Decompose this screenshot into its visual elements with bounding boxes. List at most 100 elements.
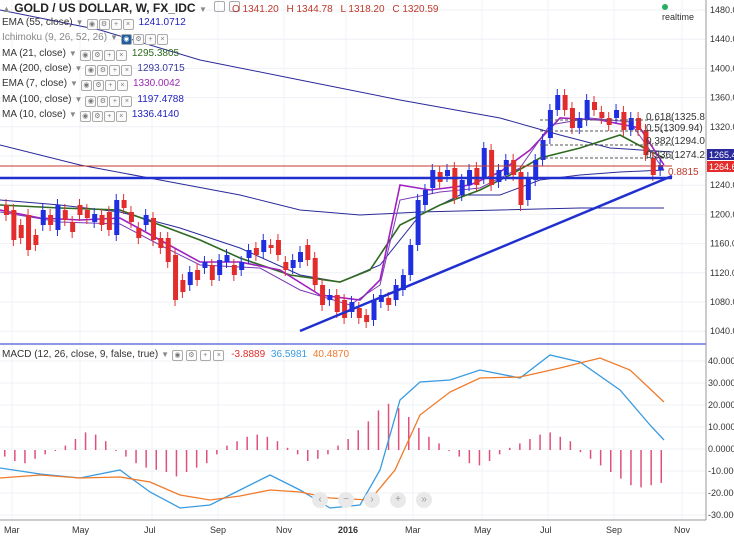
candle xyxy=(312,258,318,285)
indicator-name: MA (200, close) xyxy=(2,63,72,74)
gear-icon[interactable]: ⚙ xyxy=(92,80,104,91)
add-icon[interactable]: + xyxy=(103,111,115,122)
add-icon[interactable]: + xyxy=(109,96,121,107)
ma100-line xyxy=(0,144,664,216)
dropdown-arrow-icon[interactable]: ▼ xyxy=(110,33,118,42)
eye-icon[interactable]: ◉ xyxy=(80,80,92,91)
macd-axis-label: 10.0000 xyxy=(708,422,734,432)
macd-histogram-bar xyxy=(307,450,309,461)
dropdown-arrow-icon[interactable]: ▼ xyxy=(68,110,77,119)
price-badge-upper xyxy=(707,149,734,160)
settings-icon[interactable] xyxy=(214,1,226,12)
candle xyxy=(489,150,495,185)
close-icon[interactable]: × xyxy=(116,80,128,91)
candle xyxy=(614,110,620,118)
candle xyxy=(577,118,583,128)
close-icon[interactable]: × xyxy=(115,111,127,122)
indicator-value: 1293.0715 xyxy=(137,63,185,74)
gear-icon[interactable]: ⚙ xyxy=(97,65,109,76)
add-icon[interactable]: + xyxy=(110,19,122,30)
symbol-title[interactable]: ▲ GOLD / US DOLLAR, W, FX_IDC ▼ xyxy=(2,1,240,15)
indicator-row-ma10[interactable]: MA (10, close) ▼ ◉ ⚙ + × 1336.4140 xyxy=(2,108,179,122)
macd-histogram-bar xyxy=(478,450,481,466)
ma10-line xyxy=(0,117,665,306)
scroll-left-icon[interactable]: ‹ xyxy=(312,492,328,508)
macd-histogram-bar xyxy=(206,450,208,464)
macd-histogram-value: -3.8889 xyxy=(231,349,266,360)
dropdown-arrow-icon[interactable]: ▼ xyxy=(161,350,170,359)
add-icon[interactable]: + xyxy=(103,50,115,61)
gear-icon[interactable]: ⚙ xyxy=(97,96,109,107)
gear-icon[interactable]: ⚙ xyxy=(185,350,197,361)
candle xyxy=(378,295,384,302)
close-icon[interactable]: × xyxy=(156,34,168,45)
go-to-end-icon[interactable]: » xyxy=(416,492,432,508)
dropdown-arrow-icon[interactable]: ▼ xyxy=(70,79,78,88)
indicator-row-ema55[interactable]: EMA (55, close) ▼ ◉ ⚙ + × 1241.0712 xyxy=(2,16,186,30)
candle xyxy=(165,238,171,262)
macd-histogram-bar xyxy=(286,447,289,450)
close-icon[interactable]: × xyxy=(121,96,133,107)
close-icon[interactable]: × xyxy=(213,350,225,361)
dropdown-arrow-icon[interactable]: ▼ xyxy=(75,18,84,27)
gear-icon[interactable]: ⚙ xyxy=(91,111,103,122)
time-axis-label: May xyxy=(72,525,90,535)
eye-icon[interactable]: ◉ xyxy=(79,50,91,61)
eye-icon[interactable]: ◉ xyxy=(86,19,98,30)
close-icon[interactable]: × xyxy=(122,19,134,30)
candle xyxy=(128,212,134,222)
indicator-row-ma21[interactable]: MA (21, close) ▼ ◉ ⚙ + × 1295.3805 xyxy=(2,47,179,61)
signal-line xyxy=(0,357,665,501)
eye-icon[interactable]: ◉ xyxy=(120,34,132,45)
zoom-out-icon[interactable]: − xyxy=(338,492,354,508)
horizontal-gridlines xyxy=(0,0,706,520)
price-pane: 0.618(1325.8 0.5(1309.94) 0.382(1294.0 0… xyxy=(0,0,706,520)
zoom-in-icon[interactable]: + xyxy=(390,492,406,508)
symbol-collapse-icon[interactable]: ▲ xyxy=(2,4,11,14)
indicator-row-ichimoku[interactable]: Ichimoku (9, 26, 52, 26) ▼ ◉ ⚙ + × xyxy=(2,31,169,45)
close-icon[interactable]: × xyxy=(115,50,127,61)
gear-icon[interactable]: ⚙ xyxy=(132,34,144,45)
eye-icon[interactable]: ◉ xyxy=(172,350,184,361)
indicator-row-ma100[interactable]: MA (100, close) ▼ ◉ ⚙ + × 1197.4788 xyxy=(2,93,184,107)
macd-axis-label: 0.0000 xyxy=(708,444,734,454)
eye-icon[interactable]: ◉ xyxy=(79,111,91,122)
gear-icon[interactable]: ⚙ xyxy=(91,50,103,61)
scroll-right-icon[interactable]: › xyxy=(364,492,380,508)
close-icon[interactable]: × xyxy=(121,65,133,76)
gear-icon[interactable]: ⚙ xyxy=(98,19,110,30)
candle xyxy=(70,222,76,232)
candle xyxy=(77,205,83,215)
macd-histogram-bar xyxy=(569,441,572,450)
eye-icon[interactable]: ◉ xyxy=(85,96,97,107)
indicator-row-ma200[interactable]: MA (200, close) ▼ ◉ ⚙ + × 1293.0715 xyxy=(2,62,185,76)
add-icon[interactable]: + xyxy=(144,34,156,45)
candle xyxy=(224,255,230,262)
realtime-dot-icon xyxy=(662,4,668,10)
indicator-name: MA (10, close) xyxy=(2,109,66,120)
dropdown-arrow-icon[interactable]: ▼ xyxy=(74,95,83,104)
candle xyxy=(511,160,517,175)
candle xyxy=(151,218,156,240)
indicator-value: 1295.3805 xyxy=(131,48,180,59)
dropdown-arrow-icon[interactable]: ▼ xyxy=(74,64,83,73)
macd-histogram-bar xyxy=(589,450,592,459)
indicator-row-ema7[interactable]: EMA (7, close) ▼ ◉ ⚙ + × 1330.0042 xyxy=(2,77,180,91)
add-icon[interactable]: + xyxy=(109,65,121,76)
dropdown-arrow-icon[interactable]: ▼ xyxy=(68,49,77,58)
candle xyxy=(320,285,326,305)
time-axis-label: Nov xyxy=(674,525,691,535)
candle xyxy=(62,210,68,220)
macd-histogram-bar xyxy=(337,445,339,450)
add-icon[interactable]: + xyxy=(199,350,211,361)
symbol-title-text: GOLD / US DOLLAR, W, FX_IDC xyxy=(14,1,196,15)
eye-icon[interactable]: ◉ xyxy=(85,65,97,76)
trend-line[interactable] xyxy=(299,174,673,333)
candle xyxy=(55,205,61,230)
add-icon[interactable]: + xyxy=(104,80,116,91)
compare-icon[interactable] xyxy=(228,1,240,12)
time-axis-label: Sep xyxy=(210,525,226,535)
macd-histogram-bar xyxy=(155,450,157,470)
macd-legend[interactable]: MACD (12, 26, close, 9, false, true) ▼ ◉ ⚙… xyxy=(2,349,349,361)
